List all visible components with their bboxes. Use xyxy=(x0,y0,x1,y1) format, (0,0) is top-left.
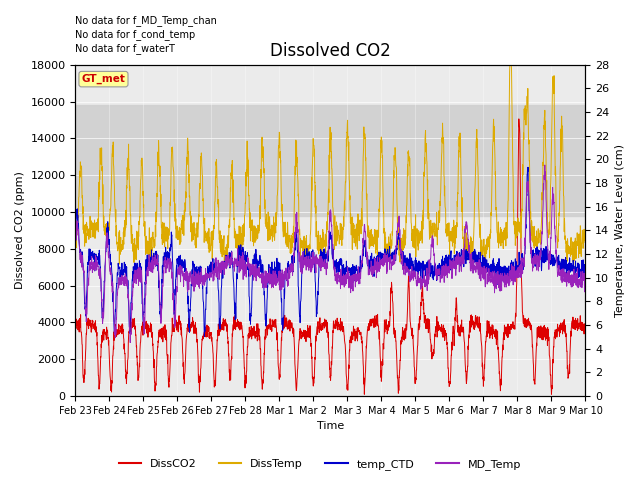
X-axis label: Time: Time xyxy=(317,421,344,432)
Bar xyxy=(76,105,586,216)
Text: No data for f_MD_Temp_chan: No data for f_MD_Temp_chan xyxy=(76,15,217,26)
Text: No data for f_waterT: No data for f_waterT xyxy=(76,43,175,54)
Y-axis label: Dissolved CO2 (ppm): Dissolved CO2 (ppm) xyxy=(15,171,25,289)
Text: No data for f_cond_temp: No data for f_cond_temp xyxy=(76,29,196,40)
Title: Dissolved CO2: Dissolved CO2 xyxy=(270,42,391,60)
Text: GT_met: GT_met xyxy=(81,74,125,84)
Y-axis label: Temperature, Water Level (cm): Temperature, Water Level (cm) xyxy=(615,144,625,317)
Legend: DissCO2, DissTemp, temp_CTD, MD_Temp: DissCO2, DissTemp, temp_CTD, MD_Temp xyxy=(115,455,525,474)
